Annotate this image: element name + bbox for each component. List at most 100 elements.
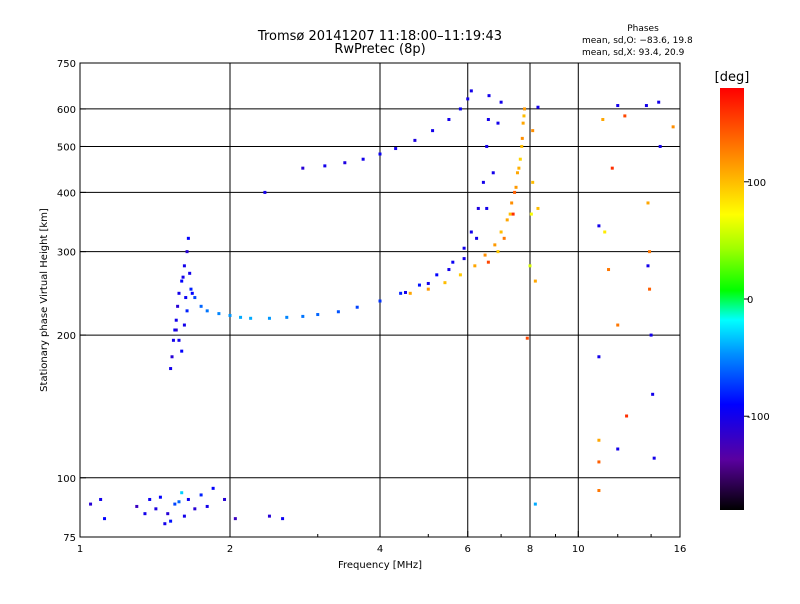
- data-point: [267, 514, 271, 518]
- data-point: [173, 502, 177, 506]
- y-tick-label: 600: [57, 105, 76, 116]
- data-point: [597, 355, 601, 359]
- x-tick-label: 16: [674, 544, 687, 555]
- data-point: [646, 264, 650, 268]
- data-point: [671, 125, 675, 129]
- data-point: [447, 268, 451, 272]
- data-point: [522, 114, 526, 118]
- data-point: [533, 279, 537, 283]
- data-point: [520, 144, 524, 148]
- data-point: [447, 117, 451, 121]
- data-point: [180, 279, 184, 283]
- data-point: [481, 180, 485, 184]
- y-tick-label: 300: [57, 248, 76, 259]
- data-point: [182, 514, 186, 518]
- data-point: [520, 136, 524, 140]
- data-point: [103, 517, 107, 521]
- phase-stats-x: mean, sd,X: 93.4, 20.9: [582, 48, 685, 58]
- x-tick-label: 2: [227, 544, 233, 555]
- data-point: [529, 212, 533, 216]
- data-point: [491, 171, 495, 175]
- data-point: [336, 310, 340, 314]
- data-point: [316, 313, 320, 317]
- data-point: [610, 166, 614, 170]
- data-point: [301, 166, 305, 170]
- data-point: [486, 260, 490, 264]
- data-point: [413, 138, 417, 142]
- data-point: [496, 250, 500, 254]
- data-point: [281, 517, 285, 521]
- x-tick-label: 8: [527, 544, 533, 555]
- data-point: [473, 264, 477, 268]
- data-point: [597, 224, 601, 228]
- x-tick-label: 4: [377, 544, 383, 555]
- data-point: [185, 309, 189, 313]
- data-point: [496, 121, 500, 125]
- data-point: [431, 129, 435, 133]
- data-point: [184, 296, 188, 300]
- data-point: [163, 522, 167, 526]
- data-point: [536, 206, 540, 210]
- data-point: [211, 486, 215, 490]
- data-point: [462, 257, 466, 261]
- data-point: [182, 264, 186, 268]
- data-point: [263, 190, 267, 194]
- data-point: [601, 117, 605, 121]
- data-point: [511, 212, 515, 216]
- x-tick-label: 10: [572, 544, 585, 555]
- data-point: [475, 236, 479, 240]
- data-point: [531, 180, 535, 184]
- data-point: [205, 504, 209, 508]
- data-point: [186, 236, 190, 240]
- data-point: [185, 250, 189, 254]
- data-point: [523, 107, 527, 111]
- data-point: [499, 100, 503, 104]
- colorbar-tick-label: 100: [747, 178, 766, 189]
- data-point: [199, 304, 203, 308]
- data-point: [616, 104, 620, 108]
- data-point: [648, 250, 652, 254]
- data-point: [426, 287, 430, 291]
- data-point: [199, 493, 203, 497]
- data-point: [223, 497, 227, 501]
- data-point: [502, 236, 506, 240]
- data-point: [177, 338, 181, 342]
- data-point: [518, 157, 522, 161]
- data-point: [169, 367, 173, 371]
- data-point: [521, 121, 525, 125]
- data-point: [597, 489, 601, 493]
- colorbar-ticks: 100 0 -100: [744, 178, 770, 423]
- data-point: [182, 323, 186, 327]
- phase-stats-title: Phases: [627, 24, 659, 34]
- data-point: [399, 291, 403, 295]
- data-point: [451, 260, 455, 264]
- data-point: [143, 512, 147, 516]
- data-point: [426, 281, 430, 285]
- data-point: [658, 144, 662, 148]
- data-point: [89, 502, 93, 506]
- y-tick-label: 75: [63, 533, 76, 544]
- colorbar-label: [deg]: [715, 70, 750, 85]
- y-tick-label: 750: [57, 59, 76, 70]
- data-point: [517, 166, 521, 170]
- data-point: [499, 230, 503, 234]
- data-point: [603, 230, 607, 234]
- data-point: [301, 314, 305, 318]
- data-point: [616, 323, 620, 327]
- data-point: [651, 392, 655, 396]
- data-point: [343, 161, 347, 165]
- data-point: [469, 230, 473, 234]
- grid: [80, 63, 680, 537]
- data-point: [285, 315, 289, 319]
- data-point: [394, 147, 398, 151]
- data-point: [417, 283, 421, 287]
- data-point: [188, 271, 192, 275]
- data-point: [625, 414, 629, 418]
- data-point: [533, 502, 537, 506]
- data-point: [378, 299, 382, 303]
- data-point: [189, 287, 193, 291]
- data-point: [597, 438, 601, 442]
- data-point: [648, 287, 652, 291]
